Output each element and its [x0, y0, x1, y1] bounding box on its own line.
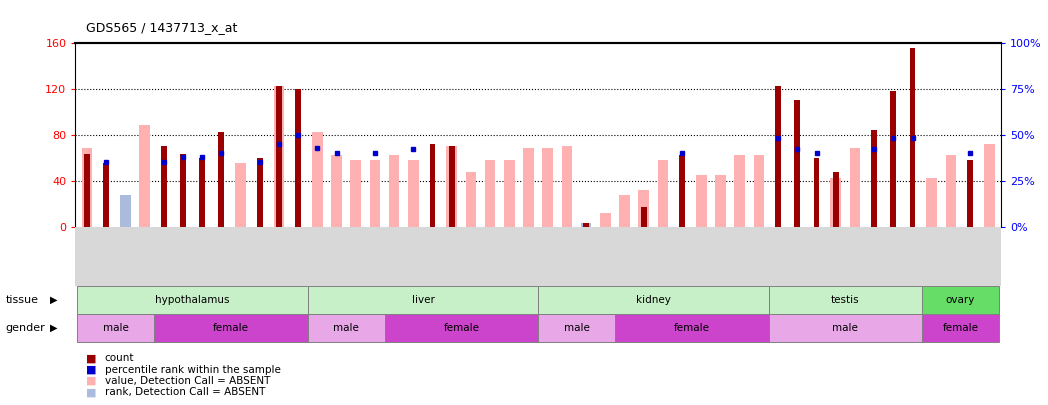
Bar [871, 130, 877, 227]
Bar [833, 172, 838, 227]
Bar [199, 158, 205, 227]
Text: testis: testis [831, 295, 859, 305]
Bar [121, 194, 131, 227]
Bar [984, 144, 995, 227]
Bar [910, 48, 915, 227]
Bar [794, 100, 801, 227]
Bar [236, 164, 246, 227]
Bar [504, 160, 515, 227]
Bar [84, 154, 90, 227]
Bar [967, 160, 973, 227]
Text: gender: gender [5, 323, 45, 333]
Bar [104, 164, 109, 227]
Bar [449, 146, 455, 227]
Bar [523, 149, 533, 227]
Bar [922, 314, 999, 342]
Bar [218, 132, 224, 227]
Text: ▶: ▶ [50, 295, 58, 305]
Bar [696, 175, 706, 227]
Bar [485, 160, 496, 227]
Bar [679, 156, 685, 227]
Text: tissue: tissue [5, 295, 38, 305]
Bar [641, 207, 647, 227]
Bar [658, 160, 669, 227]
Text: percentile rank within the sample: percentile rank within the sample [105, 365, 281, 375]
Bar [615, 314, 768, 342]
Bar [78, 286, 308, 314]
Bar [891, 91, 896, 227]
Text: kidney: kidney [636, 295, 671, 305]
Text: ■: ■ [86, 354, 96, 363]
Text: male: male [832, 323, 858, 333]
Bar [584, 223, 589, 227]
Bar [926, 179, 937, 227]
Bar [562, 146, 572, 227]
Text: male: male [103, 323, 129, 333]
Text: ■: ■ [86, 376, 96, 386]
Bar [830, 179, 840, 227]
Bar [601, 213, 611, 227]
Bar [274, 86, 284, 227]
Text: female: female [674, 323, 709, 333]
Text: GDS565 / 1437713_x_at: GDS565 / 1437713_x_at [86, 21, 237, 34]
Bar [768, 314, 922, 342]
Bar [768, 286, 922, 314]
Bar [276, 86, 282, 227]
Bar [638, 190, 649, 227]
Bar [945, 156, 956, 227]
Bar [446, 146, 457, 227]
Bar [312, 132, 323, 227]
Bar [78, 314, 154, 342]
Bar [121, 194, 131, 227]
Bar [465, 172, 476, 227]
Bar [139, 126, 150, 227]
Text: ■: ■ [86, 365, 96, 375]
Bar [813, 158, 820, 227]
Bar [370, 160, 380, 227]
Text: male: male [564, 323, 589, 333]
Bar [296, 89, 301, 227]
Bar [715, 175, 726, 227]
Text: hypothalamus: hypothalamus [155, 295, 230, 305]
Bar [82, 149, 92, 227]
Text: ovary: ovary [946, 295, 976, 305]
Bar [850, 149, 860, 227]
Text: value, Detection Call = ABSENT: value, Detection Call = ABSENT [105, 376, 270, 386]
Bar [430, 144, 435, 227]
Bar [754, 156, 764, 227]
Bar [308, 314, 385, 342]
Bar [619, 194, 630, 227]
Bar [257, 158, 263, 227]
Bar [331, 156, 342, 227]
Bar [538, 314, 615, 342]
Bar [922, 286, 999, 314]
Bar [350, 160, 362, 227]
Text: female: female [942, 323, 979, 333]
Text: ■: ■ [86, 388, 96, 397]
Bar [385, 314, 538, 342]
Text: ▶: ▶ [50, 323, 58, 333]
Bar [735, 156, 745, 227]
Bar [543, 149, 553, 227]
Bar [161, 146, 167, 227]
Text: male: male [333, 323, 359, 333]
Bar [389, 156, 399, 227]
Bar [180, 154, 185, 227]
Bar [154, 314, 308, 342]
Bar [776, 86, 781, 227]
Bar [308, 286, 538, 314]
Text: female: female [213, 323, 249, 333]
Bar [581, 223, 591, 227]
Text: female: female [443, 323, 479, 333]
Bar [408, 160, 418, 227]
Bar [538, 286, 768, 314]
Text: rank, Detection Call = ABSENT: rank, Detection Call = ABSENT [105, 388, 265, 397]
Text: liver: liver [412, 295, 434, 305]
Text: count: count [105, 354, 134, 363]
